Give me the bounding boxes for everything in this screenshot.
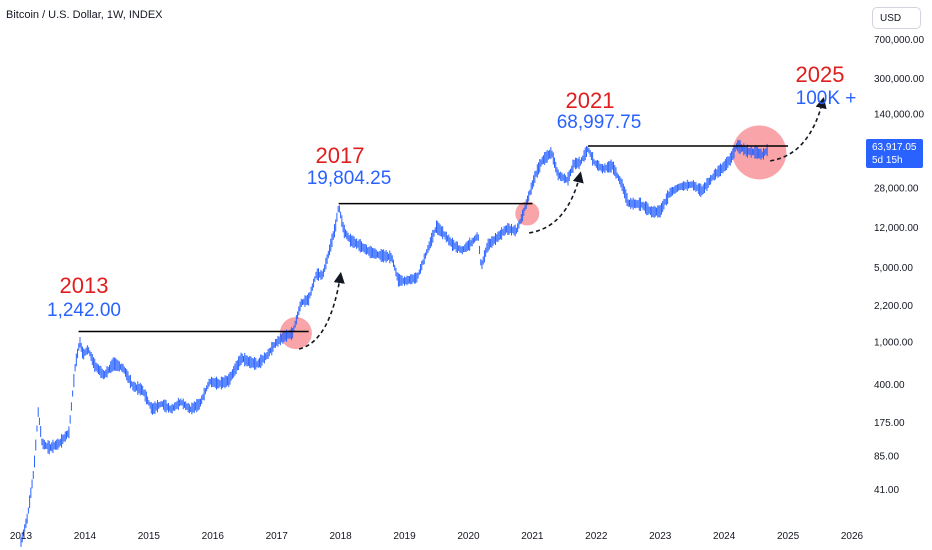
y-tick-label: 12,000.00 bbox=[874, 223, 919, 234]
x-tick-label: 2022 bbox=[585, 531, 608, 542]
x-tick-label: 2016 bbox=[202, 531, 225, 542]
last-price-tag: 63,917.05 5d 15h bbox=[866, 139, 923, 168]
annotation-value-2013: 1,242.00 bbox=[47, 300, 121, 321]
x-tick-label: 2020 bbox=[457, 531, 480, 542]
y-tick-label: 2,200.00 bbox=[874, 301, 913, 312]
annotation-value-2025: 100K + bbox=[796, 88, 857, 109]
y-tick-label: 5,000.00 bbox=[874, 263, 913, 274]
x-tick-label: 2021 bbox=[521, 531, 544, 542]
x-tick-label: 2019 bbox=[393, 531, 416, 542]
x-tick-label: 2018 bbox=[329, 531, 352, 542]
y-tick-label: 140,000.00 bbox=[874, 109, 924, 120]
highlight-circle bbox=[279, 317, 312, 350]
y-tick-label: 700,000.00 bbox=[874, 35, 924, 46]
y-tick-label: 300,000.00 bbox=[874, 74, 924, 85]
y-tick-label: 1,000.00 bbox=[874, 338, 913, 349]
x-tick-label: 2014 bbox=[74, 531, 97, 542]
projection-arrow bbox=[770, 97, 827, 162]
x-tick-label: 2015 bbox=[138, 531, 161, 542]
annotation-year-2013: 2013 bbox=[60, 273, 109, 298]
x-tick-label: 2023 bbox=[649, 531, 672, 542]
y-tick-label: 85.00 bbox=[874, 451, 899, 462]
annotation-year-2025: 2025 bbox=[796, 62, 845, 87]
annotation-year-2017: 2017 bbox=[316, 143, 365, 168]
y-tick-label: 175.00 bbox=[874, 418, 905, 429]
last-price-value: 63,917.05 bbox=[872, 142, 917, 153]
annotation-value-2021: 68,997.75 bbox=[557, 112, 642, 133]
y-tick-label: 28,000.00 bbox=[874, 184, 919, 195]
x-tick-label: 2017 bbox=[266, 531, 289, 542]
y-tick-label: 41.00 bbox=[874, 485, 899, 496]
currency-button[interactable]: USD bbox=[872, 7, 921, 29]
bar-countdown: 5d 15h bbox=[872, 155, 903, 166]
chart-title: Bitcoin / U.S. Dollar, 1W, INDEX bbox=[6, 9, 163, 21]
x-tick-label: 2025 bbox=[777, 531, 800, 542]
x-tick-label: 2024 bbox=[713, 531, 736, 542]
x-tick-label: 2026 bbox=[841, 531, 864, 542]
annotation-year-2021: 2021 bbox=[566, 88, 615, 113]
y-tick-label: 400.00 bbox=[874, 380, 905, 391]
projection-arrow bbox=[298, 271, 345, 350]
projection-arrow bbox=[529, 171, 584, 234]
annotation-value-2017: 19,804.25 bbox=[307, 168, 392, 189]
x-tick-label: 2013 bbox=[10, 531, 33, 542]
